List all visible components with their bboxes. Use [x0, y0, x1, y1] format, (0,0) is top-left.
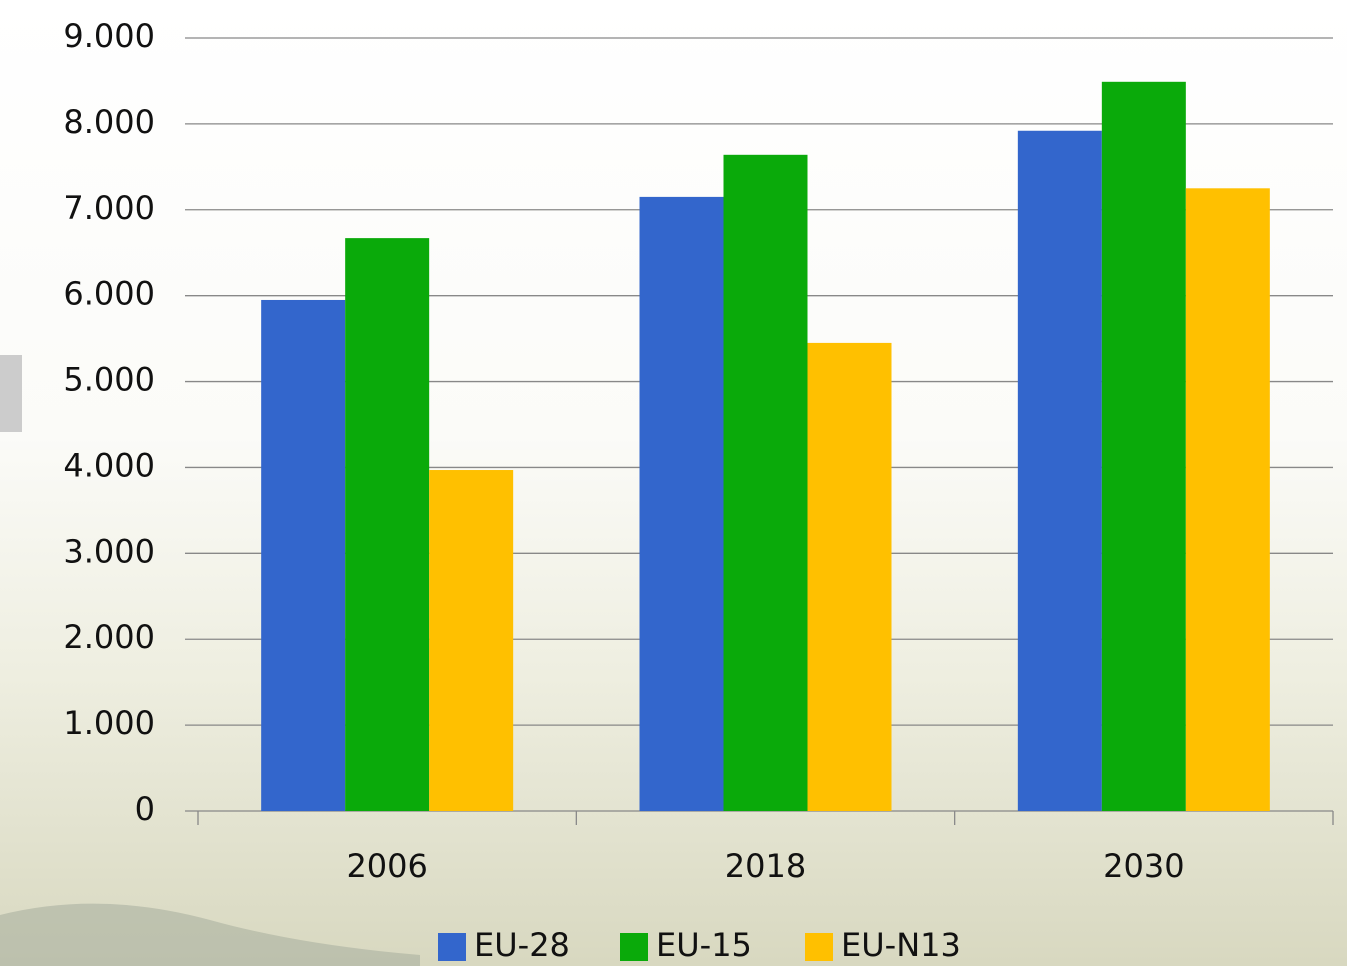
y-tick-label: 7.000	[63, 189, 155, 227]
y-tick-label: 9.000	[63, 17, 155, 55]
bar	[1017, 130, 1102, 811]
bar	[261, 299, 346, 811]
y-tick-label: 4.000	[63, 446, 155, 484]
legend-label: EU-15	[656, 926, 752, 964]
side-tab	[0, 355, 22, 432]
y-tick-label: 6.000	[63, 275, 155, 313]
y-tick-label: 8.000	[63, 103, 155, 141]
legend-swatch	[805, 933, 833, 961]
y-tick-label: 5.000	[63, 361, 155, 399]
x-tick-label: 2030	[1103, 847, 1184, 885]
y-tick-label: 1.000	[63, 704, 155, 742]
x-tick-label: 2006	[346, 847, 427, 885]
bar	[429, 470, 514, 811]
y-tick-label: 3.000	[63, 532, 155, 570]
x-tick-label: 2018	[725, 847, 806, 885]
legend-swatch	[620, 933, 648, 961]
bar	[1101, 81, 1186, 811]
legend-label: EU-28	[474, 926, 570, 964]
legend-label: EU-N13	[841, 926, 961, 964]
bar	[1185, 188, 1270, 812]
bar	[807, 342, 892, 811]
bar	[639, 196, 724, 812]
hill	[0, 903, 420, 966]
legend-swatch	[438, 933, 466, 961]
y-tick-label: 2.000	[63, 618, 155, 656]
bar	[345, 238, 430, 812]
y-tick-label: 0	[135, 790, 155, 828]
bar	[723, 154, 808, 811]
